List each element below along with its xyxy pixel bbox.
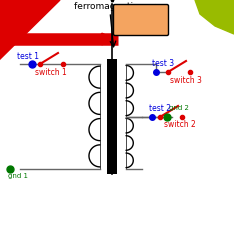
Text: switch 2: switch 2 bbox=[164, 120, 196, 129]
Polygon shape bbox=[0, 0, 60, 64]
Text: test 3: test 3 bbox=[152, 59, 174, 68]
Text: test 2: test 2 bbox=[149, 104, 171, 113]
Bar bbox=[107, 59, 117, 174]
Text: test 1: test 1 bbox=[17, 52, 39, 61]
Text: gnd 1: gnd 1 bbox=[8, 173, 28, 179]
Text: ferromagnetic core: ferromagnetic core bbox=[74, 2, 160, 11]
Text: step: step bbox=[128, 11, 154, 21]
Text: motor: motor bbox=[123, 20, 159, 30]
Text: gnd 2: gnd 2 bbox=[169, 105, 189, 111]
FancyBboxPatch shape bbox=[113, 4, 168, 36]
Text: switch 1: switch 1 bbox=[35, 68, 67, 77]
Polygon shape bbox=[195, 0, 234, 34]
Text: switch 3: switch 3 bbox=[170, 76, 202, 85]
